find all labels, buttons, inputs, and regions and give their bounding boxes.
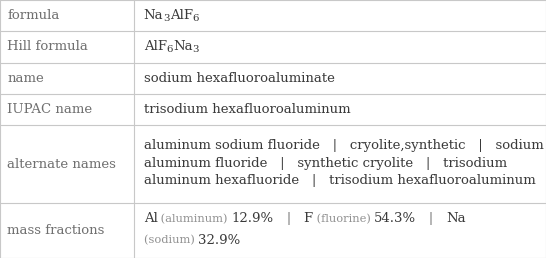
Text: AlF: AlF xyxy=(170,9,193,22)
Text: mass fractions: mass fractions xyxy=(7,224,104,237)
Text: (fluorine): (fluorine) xyxy=(313,214,375,224)
Text: IUPAC name: IUPAC name xyxy=(7,103,92,116)
Text: 12.9%: 12.9% xyxy=(232,212,274,225)
Text: formula: formula xyxy=(7,9,60,22)
Text: 6: 6 xyxy=(167,45,173,54)
Text: 6: 6 xyxy=(193,14,199,23)
Text: AlF: AlF xyxy=(144,41,167,53)
Text: name: name xyxy=(7,72,44,85)
Text: |: | xyxy=(274,212,304,225)
Text: Na: Na xyxy=(144,9,163,22)
Text: Al: Al xyxy=(144,212,157,225)
Text: (sodium): (sodium) xyxy=(144,235,198,246)
Text: 3: 3 xyxy=(163,14,170,23)
Text: F: F xyxy=(304,212,313,225)
Text: 54.3%: 54.3% xyxy=(375,212,417,225)
Text: sodium hexafluoroaluminate: sodium hexafluoroaluminate xyxy=(144,72,335,85)
Text: Hill formula: Hill formula xyxy=(7,41,88,53)
Text: |: | xyxy=(417,212,447,225)
Text: Na: Na xyxy=(173,41,193,53)
Text: Na: Na xyxy=(447,212,466,225)
Text: 32.9%: 32.9% xyxy=(198,234,240,247)
Text: (aluminum): (aluminum) xyxy=(157,214,232,224)
Text: trisodium hexafluoroaluminum: trisodium hexafluoroaluminum xyxy=(144,103,350,116)
Text: alternate names: alternate names xyxy=(7,158,116,171)
Text: 3: 3 xyxy=(193,45,199,54)
Text: aluminum sodium fluoride   |   cryolite,synthetic   |   sodium
aluminum fluoride: aluminum sodium fluoride | cryolite,synt… xyxy=(144,139,543,187)
